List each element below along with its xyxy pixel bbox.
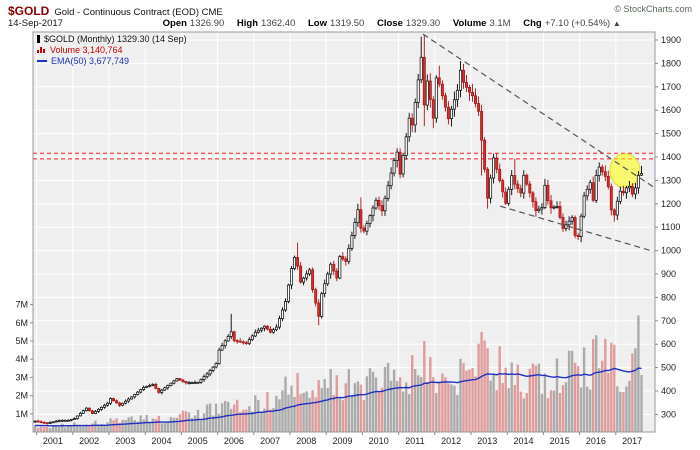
svg-text:600: 600 — [661, 339, 676, 349]
svg-text:2011: 2011 — [405, 436, 424, 446]
svg-text:2003: 2003 — [115, 436, 135, 446]
svg-text:2014: 2014 — [513, 436, 533, 446]
svg-text:500: 500 — [661, 363, 676, 373]
quote-date: 14-Sep-2017 — [8, 18, 63, 29]
svg-text:700: 700 — [661, 316, 676, 326]
legend-volume-text: Volume 3,140,764 — [50, 45, 123, 55]
svg-text:2010: 2010 — [369, 436, 389, 446]
svg-text:1100: 1100 — [661, 222, 680, 232]
svg-text:2016: 2016 — [586, 436, 606, 446]
open-label: Open — [162, 18, 187, 29]
quote-close: Close 1329.30 — [377, 18, 440, 29]
svg-text:2008: 2008 — [296, 436, 316, 446]
volume-label: Volume — [452, 18, 487, 29]
low-label: Low — [308, 18, 327, 29]
chg-value: +7.10 (+0.54%) — [544, 18, 611, 29]
svg-text:800: 800 — [661, 292, 676, 302]
svg-text:2012: 2012 — [441, 436, 461, 446]
svg-text:1M: 1M — [15, 409, 28, 419]
stockcharts-credit: © StockCharts.com — [614, 4, 692, 14]
quote-high: High 1362.40 — [237, 18, 295, 29]
candlestick-icon — [37, 35, 40, 43]
svg-text:2015: 2015 — [550, 436, 570, 446]
legend-price-text: $GOLD (Monthly) 1329.30 (14 Sep) — [44, 34, 187, 44]
volume-axis-labels: 1M 2M 3M 4M 5M 6M 7M — [15, 300, 33, 419]
svg-text:900: 900 — [661, 269, 676, 279]
svg-text:2001: 2001 — [43, 436, 63, 446]
svg-text:1800: 1800 — [661, 58, 681, 68]
volume-ema-line — [35, 367, 642, 427]
svg-text:1900: 1900 — [661, 35, 681, 45]
svg-text:2004: 2004 — [151, 436, 171, 446]
svg-text:2013: 2013 — [477, 436, 497, 446]
ema-line-icon — [37, 60, 47, 62]
svg-text:2006: 2006 — [224, 436, 244, 446]
high-label: High — [236, 18, 259, 29]
chart-title-row: $GOLD Gold - Continuous Contract (EOD) CM… — [8, 2, 223, 20]
quote-volume: Volume 3.1M — [453, 18, 511, 29]
svg-text:7M: 7M — [15, 300, 28, 310]
svg-text:2005: 2005 — [188, 436, 208, 446]
quote-open: Open 1326.90 — [163, 18, 225, 29]
trendlines — [422, 33, 655, 253]
legend-volume-line: Volume 3,140,764 — [37, 45, 187, 56]
close-value: 1329.30 — [405, 18, 441, 29]
chg-label: Chg — [523, 18, 542, 29]
svg-text:1700: 1700 — [661, 82, 681, 92]
svg-text:1400: 1400 — [661, 152, 681, 162]
svg-text:1200: 1200 — [661, 199, 681, 209]
legend-ema-text: EMA(50) 3,677,749 — [51, 56, 130, 66]
high-value: 1362.40 — [261, 18, 296, 29]
resistance-lines — [33, 152, 655, 160]
svg-text:2M: 2M — [15, 391, 28, 401]
volume-bars-icon — [37, 45, 46, 56]
plot-legend: $GOLD (Monthly) 1329.30 (14 Sep) Volume … — [37, 34, 187, 67]
svg-text:2009: 2009 — [332, 436, 352, 446]
x-axis-labels: 2001 2002 2003 2004 2005 2006 2007 2008 2009 2010… — [36, 432, 642, 446]
close-label: Close — [376, 18, 403, 29]
quote-low: Low 1319.50 — [308, 18, 364, 29]
svg-text:1000: 1000 — [661, 246, 681, 256]
svg-text:1300: 1300 — [661, 175, 681, 185]
breakout-highlight — [609, 153, 641, 189]
svg-text:2007: 2007 — [260, 436, 280, 446]
quote-change: Chg +7.10 (+0.54%) ▲ — [523, 18, 621, 29]
legend-price-line: $GOLD (Monthly) 1329.30 (14 Sep) — [37, 34, 187, 45]
quote-row: 14-Sep-2017 Open 1326.90 High 1362.40 Low 1… — [8, 18, 631, 29]
legend-ema-line: EMA(50) 3,677,749 — [37, 56, 187, 67]
plot-background — [33, 32, 655, 432]
svg-text:4M: 4M — [15, 354, 28, 364]
low-value: 1319.50 — [330, 18, 365, 29]
candlesticks — [33, 34, 643, 425]
symbol-label: $GOLD — [8, 4, 50, 18]
svg-text:1600: 1600 — [661, 105, 681, 115]
svg-text:3M: 3M — [15, 372, 28, 382]
volume-bars — [33, 315, 643, 432]
svg-text:400: 400 — [661, 386, 676, 396]
price-axis-labels: 300 400 500 600 700 800 900 1000 1100 1200 1300 140… — [655, 35, 681, 419]
open-value: 1326.90 — [189, 18, 225, 29]
up-arrow-icon: ▲ — [612, 19, 621, 28]
svg-text:2017: 2017 — [622, 436, 642, 446]
svg-text:5M: 5M — [15, 336, 28, 346]
svg-text:6M: 6M — [15, 318, 28, 328]
svg-text:300: 300 — [661, 409, 676, 419]
instrument-title: Gold - Continuous Contract (EOD) CME — [54, 7, 223, 18]
svg-text:2002: 2002 — [79, 436, 99, 446]
plot-border — [32, 31, 656, 433]
svg-text:1500: 1500 — [661, 129, 681, 139]
volume-value: 3.1M — [489, 18, 511, 29]
